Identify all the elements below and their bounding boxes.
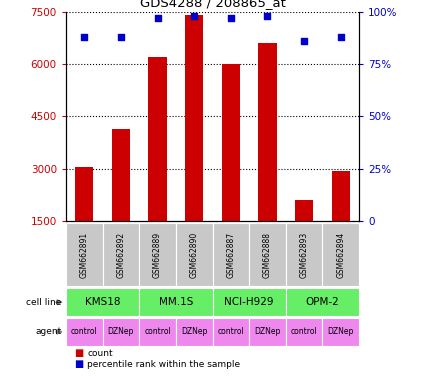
Text: GSM662891: GSM662891: [80, 232, 89, 278]
Bar: [249, 223, 286, 286]
Text: DZNep: DZNep: [328, 327, 354, 336]
Text: DZNep: DZNep: [254, 327, 280, 336]
Point: [337, 34, 344, 40]
Text: GSM662892: GSM662892: [116, 232, 125, 278]
Bar: [286, 223, 323, 286]
Bar: [148, 57, 167, 221]
Text: control: control: [291, 327, 317, 336]
Bar: [212, 223, 249, 286]
Text: control: control: [71, 327, 98, 336]
Text: ■: ■: [74, 359, 84, 369]
Bar: [222, 64, 240, 221]
Bar: [286, 318, 323, 346]
Bar: [249, 318, 286, 346]
Text: GSM662888: GSM662888: [263, 232, 272, 278]
Text: agent: agent: [35, 327, 62, 336]
Bar: [75, 167, 94, 221]
Text: ■: ■: [74, 348, 84, 358]
Text: GSM662889: GSM662889: [153, 232, 162, 278]
Bar: [332, 170, 350, 221]
Bar: [176, 223, 212, 286]
Text: DZNep: DZNep: [108, 327, 134, 336]
Bar: [286, 288, 359, 316]
Bar: [212, 318, 249, 346]
Bar: [176, 318, 212, 346]
Text: percentile rank within the sample: percentile rank within the sample: [87, 359, 240, 369]
Bar: [66, 318, 102, 346]
Text: DZNep: DZNep: [181, 327, 207, 336]
Bar: [295, 200, 313, 221]
Point: [81, 34, 88, 40]
Bar: [212, 288, 286, 316]
Point: [264, 13, 271, 19]
Text: GSM662890: GSM662890: [190, 232, 198, 278]
Point: [227, 15, 234, 21]
Text: cell line: cell line: [26, 298, 62, 307]
Bar: [66, 288, 139, 316]
Text: count: count: [87, 349, 113, 358]
Bar: [66, 223, 102, 286]
Point: [117, 34, 124, 40]
Bar: [323, 318, 359, 346]
Text: GSM662893: GSM662893: [300, 232, 309, 278]
Bar: [102, 318, 139, 346]
Bar: [102, 223, 139, 286]
Text: NCI-H929: NCI-H929: [224, 297, 274, 307]
Point: [154, 15, 161, 21]
Text: OPM-2: OPM-2: [306, 297, 339, 307]
Bar: [258, 43, 277, 221]
Bar: [323, 223, 359, 286]
Bar: [139, 318, 176, 346]
Bar: [139, 223, 176, 286]
Title: GDS4288 / 208865_at: GDS4288 / 208865_at: [139, 0, 286, 9]
Text: control: control: [218, 327, 244, 336]
Text: KMS18: KMS18: [85, 297, 120, 307]
Text: GSM662894: GSM662894: [336, 232, 345, 278]
Bar: [139, 288, 212, 316]
Point: [191, 13, 198, 19]
Text: control: control: [144, 327, 171, 336]
Text: GSM662887: GSM662887: [227, 232, 235, 278]
Bar: [185, 15, 203, 221]
Text: MM.1S: MM.1S: [159, 297, 193, 307]
Point: [301, 38, 308, 44]
Bar: [112, 129, 130, 221]
